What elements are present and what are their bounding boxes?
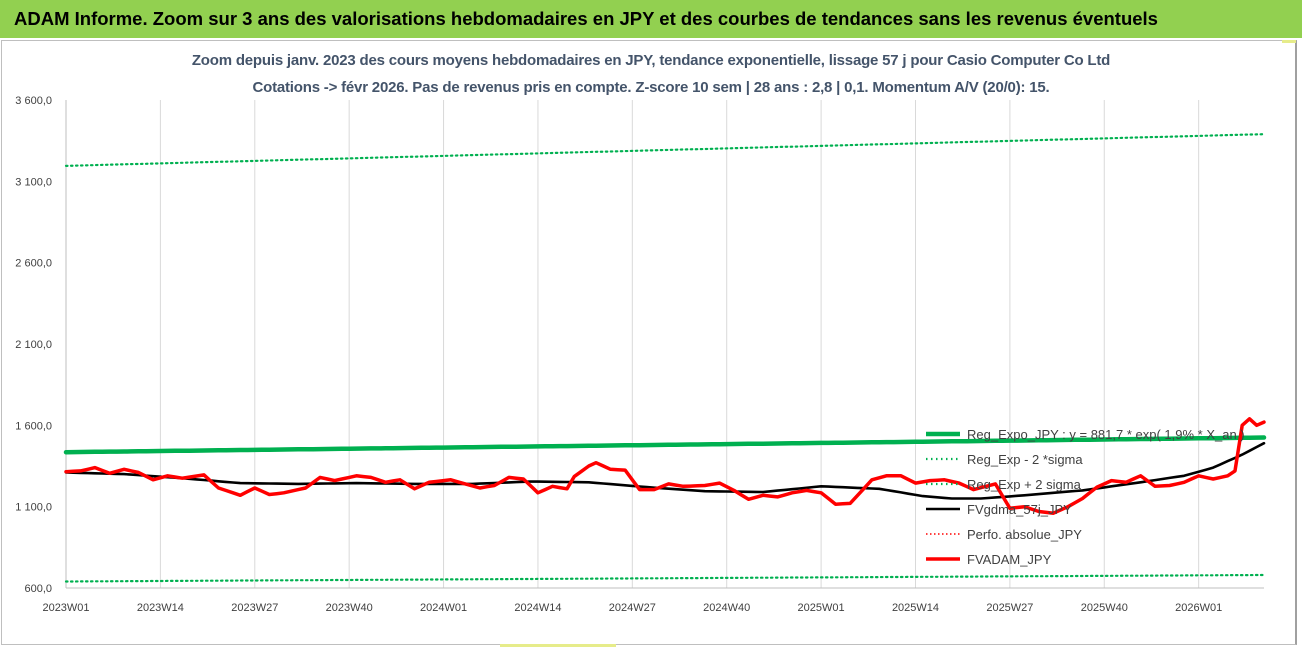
y-tick-label: 2 100,0 <box>15 339 52 351</box>
x-tick-label: 2026W01 <box>1175 602 1222 614</box>
chart-title-line1: Zoom depuis janv. 2023 des cours moyens … <box>191 52 1111 69</box>
report-banner: ADAM Informe. Zoom sur 3 ans des valoris… <box>0 0 1302 38</box>
panel-accent-bottom <box>500 644 616 647</box>
x-tick-label: 2023W14 <box>137 602 184 614</box>
y-tick-label: 2 600,0 <box>15 258 52 270</box>
series-line-2 <box>64 133 1266 167</box>
x-tick-label: 2023W40 <box>326 602 373 614</box>
series-line-0 <box>63 435 1267 455</box>
legend-label: Reg_Expo_JPY : y = 881,7 * exp( 1,9% * X… <box>967 427 1245 442</box>
x-tick-label: 2024W14 <box>514 602 561 614</box>
legend-label: FVADAM_JPY <box>967 552 1052 567</box>
x-tick-label: 2024W40 <box>703 602 750 614</box>
x-tick-label: 2023W01 <box>42 602 89 614</box>
y-tick-label: 1 100,0 <box>15 502 52 514</box>
y-tick-label: 600,0 <box>24 583 52 595</box>
chart-title-line2: Cotations -> févr 2026. Pas de revenus p… <box>252 79 1050 96</box>
x-tick-label: 2025W27 <box>986 602 1033 614</box>
y-tick-label: 3 100,0 <box>15 176 52 188</box>
series-line-5 <box>64 417 1266 515</box>
y-tick-label: 3 600,0 <box>15 95 52 107</box>
x-tick-label: 2025W01 <box>798 602 845 614</box>
legend-label: FVgdma_57j_JPY <box>967 502 1072 517</box>
series-line-3 <box>64 441 1266 500</box>
legend-label: Perfo. absolue_JPY <box>967 527 1082 542</box>
banner-title: ADAM Informe. Zoom sur 3 ans des valoris… <box>14 8 1158 29</box>
x-tick-label: 2025W40 <box>1081 602 1128 614</box>
x-tick-label: 2024W27 <box>609 602 656 614</box>
x-tick-label: 2023W27 <box>231 602 278 614</box>
chart-panel <box>1 40 1297 645</box>
y-tick-label: 1 600,0 <box>15 420 52 432</box>
x-tick-label: 2025W14 <box>892 602 939 614</box>
legend-label: Reg_Exp - 2 *sigma <box>967 452 1083 467</box>
panel-accent-top <box>1282 40 1296 43</box>
series-line-1 <box>64 573 1266 583</box>
x-tick-label: 2024W01 <box>420 602 467 614</box>
legend-label: Reg_Exp + 2 sigma <box>967 477 1082 492</box>
